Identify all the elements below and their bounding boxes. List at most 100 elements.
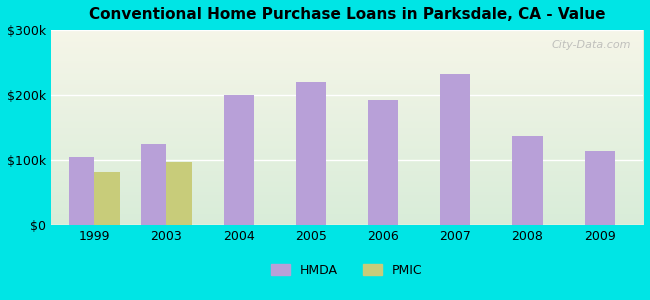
Bar bbox=[51, 184, 643, 185]
Bar bbox=[51, 210, 643, 211]
Bar bbox=[51, 178, 643, 179]
Bar bbox=[51, 219, 643, 220]
Bar bbox=[51, 30, 643, 31]
Bar bbox=[51, 59, 643, 60]
Bar bbox=[51, 92, 643, 93]
Bar bbox=[51, 132, 643, 133]
Bar bbox=[51, 163, 643, 164]
Bar bbox=[51, 174, 643, 175]
Bar bbox=[51, 208, 643, 209]
Bar bbox=[51, 193, 643, 194]
Bar bbox=[51, 87, 643, 88]
Bar bbox=[51, 131, 643, 132]
Bar bbox=[51, 222, 643, 223]
Bar bbox=[51, 93, 643, 94]
Bar bbox=[224, 95, 254, 225]
Bar bbox=[51, 144, 643, 145]
Bar bbox=[51, 170, 643, 171]
Bar bbox=[51, 209, 643, 210]
Text: City-Data.com: City-Data.com bbox=[552, 40, 631, 50]
Bar bbox=[51, 76, 643, 77]
Bar bbox=[51, 217, 643, 218]
Bar bbox=[51, 186, 643, 187]
Bar bbox=[51, 111, 643, 112]
Bar bbox=[166, 162, 192, 225]
Bar bbox=[51, 56, 643, 57]
Bar bbox=[51, 181, 643, 182]
Bar bbox=[51, 37, 643, 38]
Bar bbox=[51, 145, 643, 146]
Bar bbox=[51, 223, 643, 224]
Bar bbox=[51, 95, 643, 96]
Bar bbox=[51, 82, 643, 83]
Bar bbox=[51, 198, 643, 199]
Bar bbox=[51, 220, 643, 221]
Bar bbox=[51, 57, 643, 58]
Bar bbox=[512, 136, 543, 225]
Bar bbox=[51, 51, 643, 52]
Bar bbox=[51, 158, 643, 159]
Bar bbox=[51, 109, 643, 110]
Bar bbox=[51, 122, 643, 123]
Bar bbox=[51, 75, 643, 76]
Bar bbox=[51, 150, 643, 151]
Bar bbox=[51, 54, 643, 55]
Bar bbox=[296, 82, 326, 225]
Bar bbox=[51, 191, 643, 192]
Bar bbox=[51, 162, 643, 163]
Bar bbox=[51, 52, 643, 53]
Bar bbox=[51, 84, 643, 85]
Bar bbox=[51, 104, 643, 105]
Bar bbox=[51, 123, 643, 124]
Bar bbox=[51, 63, 643, 64]
Bar bbox=[51, 176, 643, 177]
Bar bbox=[51, 79, 643, 80]
Bar bbox=[51, 65, 643, 66]
Bar bbox=[51, 157, 643, 158]
Bar bbox=[51, 187, 643, 188]
Bar bbox=[51, 72, 643, 73]
Bar bbox=[51, 211, 643, 212]
Bar bbox=[51, 74, 643, 75]
Bar bbox=[51, 86, 643, 87]
Bar bbox=[51, 81, 643, 82]
Bar bbox=[51, 159, 643, 160]
Bar bbox=[51, 124, 643, 125]
Bar bbox=[51, 78, 643, 79]
Bar bbox=[51, 205, 643, 206]
Bar bbox=[51, 212, 643, 213]
Bar bbox=[51, 101, 643, 102]
Bar bbox=[51, 215, 643, 216]
Bar bbox=[51, 80, 643, 81]
Bar bbox=[51, 129, 643, 130]
Bar bbox=[51, 61, 643, 62]
Bar bbox=[69, 157, 94, 225]
Bar bbox=[51, 96, 643, 97]
Bar bbox=[51, 148, 643, 149]
Bar bbox=[51, 206, 643, 207]
Bar bbox=[51, 113, 643, 114]
Bar bbox=[51, 62, 643, 63]
Bar bbox=[51, 110, 643, 111]
Bar bbox=[51, 53, 643, 54]
Bar bbox=[51, 47, 643, 48]
Bar bbox=[51, 61, 643, 62]
Legend: HMDA, PMIC: HMDA, PMIC bbox=[266, 259, 428, 282]
Bar bbox=[51, 94, 643, 95]
Bar bbox=[51, 179, 643, 180]
Bar bbox=[51, 137, 643, 138]
Bar bbox=[51, 213, 643, 214]
Bar bbox=[51, 143, 643, 144]
Bar bbox=[51, 103, 643, 104]
Bar bbox=[51, 46, 643, 47]
Bar bbox=[51, 127, 643, 128]
Bar bbox=[51, 125, 643, 126]
Bar bbox=[51, 45, 643, 46]
Bar bbox=[51, 214, 643, 215]
Bar bbox=[51, 116, 643, 117]
Bar bbox=[51, 64, 643, 65]
Bar bbox=[51, 202, 643, 203]
Bar bbox=[51, 100, 643, 101]
Bar bbox=[51, 160, 643, 161]
Bar bbox=[51, 67, 643, 68]
